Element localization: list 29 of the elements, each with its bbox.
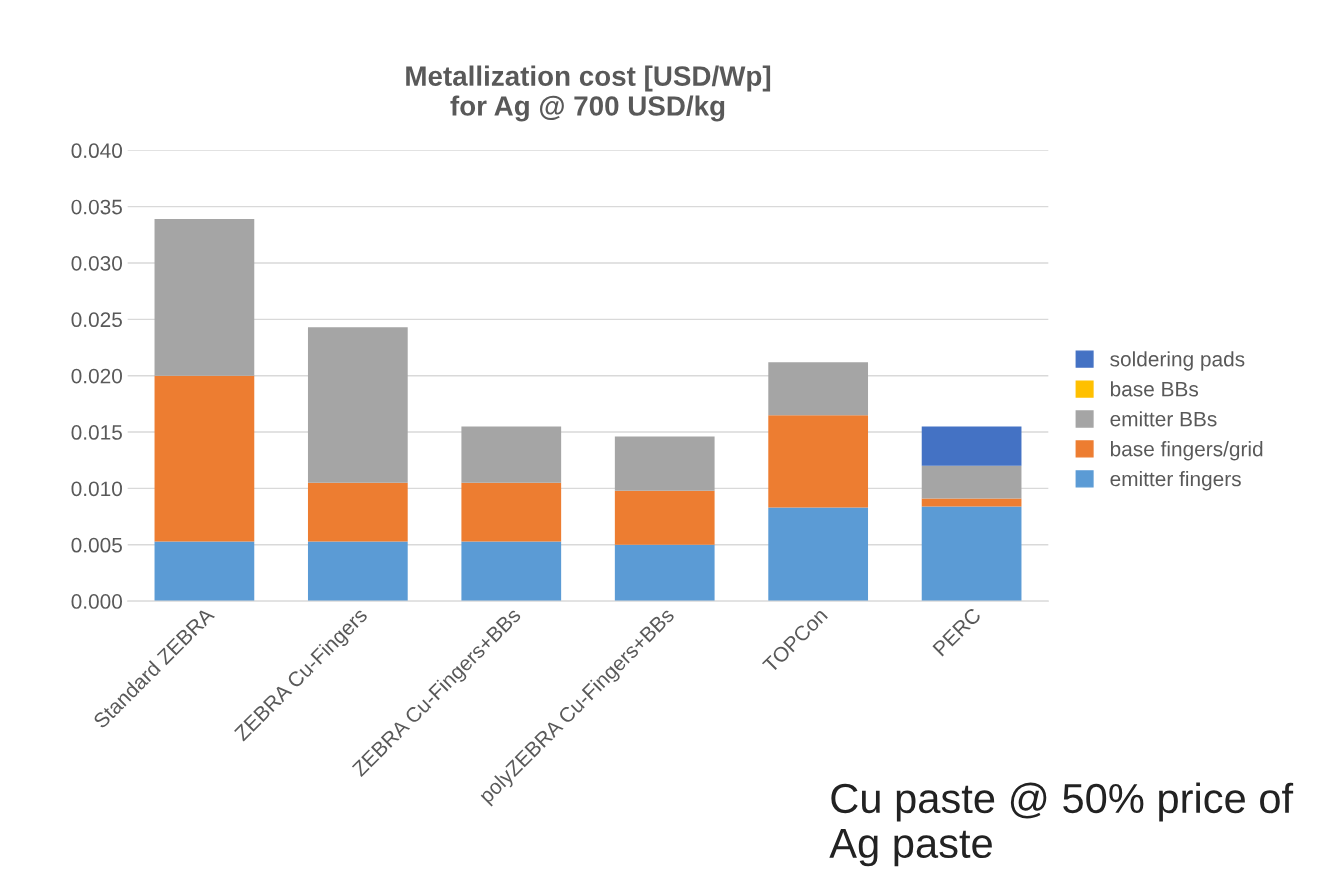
y-tick-label: 0.040 <box>71 143 123 159</box>
legend-label: base fingers/grid <box>1110 441 1263 461</box>
bar <box>614 436 715 491</box>
y-tick-label: 0.005 <box>71 537 122 553</box>
y-tick-label: 0.025 <box>71 312 122 328</box>
legend-label: emitter fingers <box>1110 471 1241 491</box>
y-tick-label: 0.030 <box>71 255 123 271</box>
bar <box>154 541 255 602</box>
bar <box>461 541 562 602</box>
y-tick-label: 0.000 <box>71 594 123 609</box>
y-tick-label: 0.020 <box>71 368 123 384</box>
legend-label: soldering pads <box>1110 351 1245 371</box>
bar <box>768 362 869 416</box>
bar <box>307 541 408 602</box>
bar <box>614 544 715 602</box>
y-tick-label: 0.035 <box>71 199 122 215</box>
bar <box>768 507 869 602</box>
bar <box>461 426 562 483</box>
bar <box>154 219 255 376</box>
chart-title: Metallization cost [USD/Wp] for Ag @ 700 USD/kg <box>406 65 771 122</box>
y-tick-label: 0.015 <box>71 425 122 440</box>
text: Cu paste @ 50% price of Ag paste <box>829 782 1294 867</box>
bar <box>921 426 1022 466</box>
bar <box>307 327 408 483</box>
bar <box>921 465 1022 499</box>
bar <box>921 506 1022 602</box>
legend-label: emitter BBs <box>1110 411 1217 427</box>
y-tick-label: 0.010 <box>71 481 123 497</box>
legend-label: base BBs <box>1110 381 1199 397</box>
